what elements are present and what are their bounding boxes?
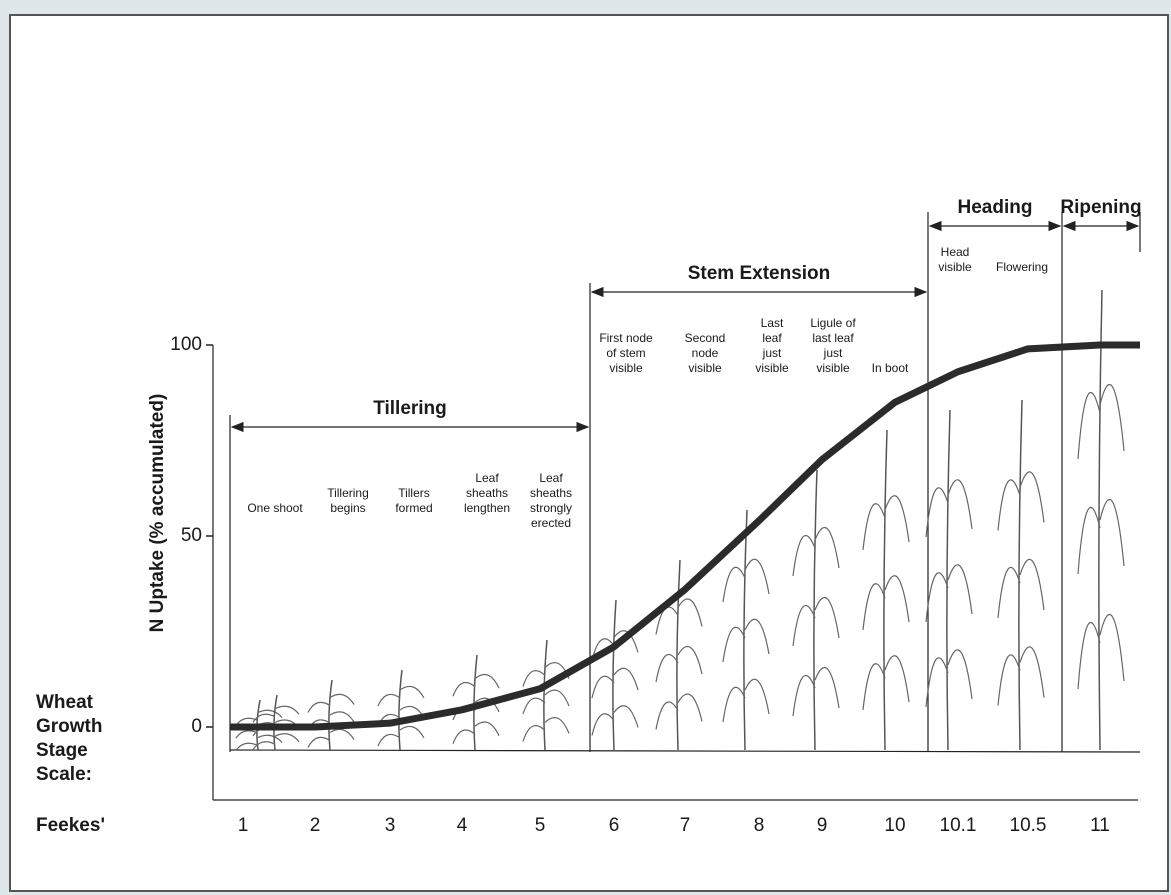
scale-label: Growth: [36, 716, 103, 737]
stage-description: First node: [599, 331, 653, 345]
page: N Uptake (% accumulated) Feekes' 0 50 100 W…: [0, 0, 1171, 895]
stage-group: Stem Extension: [688, 263, 831, 284]
x-axis-label: Feekes': [36, 815, 105, 836]
stage-description: sheaths: [466, 486, 508, 500]
stage-description: Flowering: [996, 260, 1048, 274]
x-tick-label: 8: [754, 815, 765, 836]
stage-description: Ligule of: [810, 316, 856, 330]
x-tick-label: 10: [884, 815, 905, 836]
stage-description: Tillering: [327, 486, 369, 500]
stage-description: sheaths: [530, 486, 572, 500]
x-tick-label: 7: [680, 815, 691, 836]
scale-label: Stage: [36, 740, 88, 761]
stage-description: node: [692, 346, 719, 360]
stage-description: just: [823, 346, 843, 360]
stage-description: just: [762, 346, 782, 360]
stage-description: One shoot: [247, 501, 303, 515]
stage-description: Head: [941, 245, 970, 259]
stage-description: Leaf: [539, 471, 563, 485]
x-tick-label: 11: [1090, 815, 1110, 836]
stage-description: begins: [330, 501, 365, 515]
x-tick-label: 1: [238, 815, 249, 836]
stage-description: formed: [395, 501, 432, 515]
chart: N Uptake (% accumulated) Feekes' 0 50 100 W…: [0, 0, 1171, 895]
x-tick-label: 6: [609, 815, 620, 836]
scale-label: Wheat: [36, 692, 94, 713]
stage-description: Last: [761, 316, 784, 330]
x-tick-label: 5: [535, 815, 546, 836]
stage-description: visible: [938, 260, 972, 274]
y-tick-label: 0: [191, 716, 202, 737]
stage-description: visible: [688, 361, 722, 375]
x-tick-label: 2: [310, 815, 321, 836]
stage-description: of stem: [606, 346, 645, 360]
x-tick-label: 3: [385, 815, 396, 836]
scale-label: Scale:: [36, 764, 92, 785]
y-tick-label: 100: [170, 334, 202, 355]
x-tick-label: 10.1: [940, 815, 977, 836]
stage-description: In boot: [872, 361, 909, 375]
stage-description: leaf: [762, 331, 782, 345]
stage-description: last leaf: [812, 331, 854, 345]
x-tick-label: 10.5: [1010, 815, 1047, 836]
panel: [10, 15, 1168, 891]
y-tick-label: 50: [181, 525, 202, 546]
x-tick-label: 4: [457, 815, 468, 836]
stage-group: Tillering: [373, 398, 447, 419]
stage-description: visible: [755, 361, 789, 375]
stage-description: strongly: [530, 501, 572, 515]
stage-description: Second: [685, 331, 726, 345]
y-axis-label: N Uptake (% accumulated): [147, 394, 168, 633]
stage-description: Tillers: [398, 486, 430, 500]
stage-description: visible: [816, 361, 850, 375]
stage-description: erected: [531, 516, 571, 530]
stage-description: Leaf: [475, 471, 499, 485]
stage-description: visible: [609, 361, 643, 375]
x-tick-label: 9: [817, 815, 828, 836]
stage-group: Ripening: [1060, 197, 1141, 218]
stage-group: Heading: [958, 197, 1033, 218]
stage-description: lengthen: [464, 501, 510, 515]
